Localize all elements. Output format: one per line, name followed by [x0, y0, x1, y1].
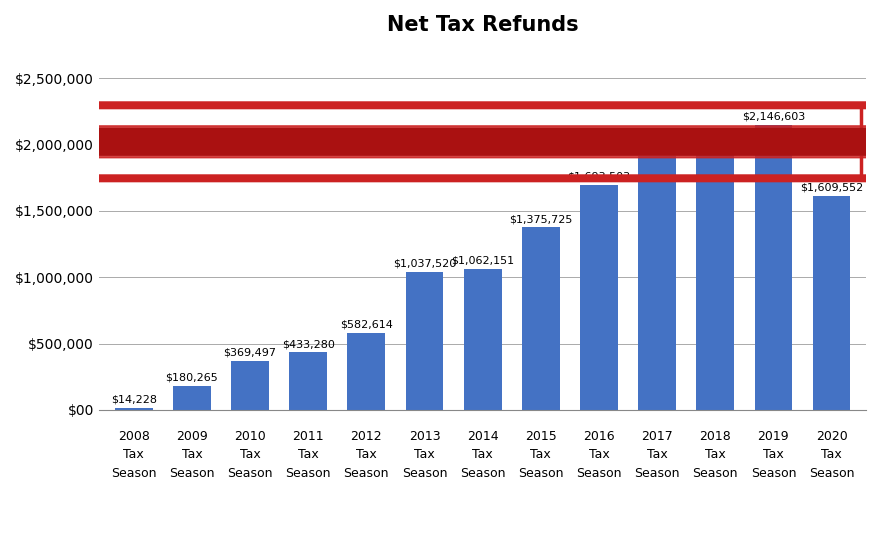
- Text: Tax: Tax: [472, 449, 493, 461]
- Text: $2,146,603: $2,146,603: [742, 112, 805, 121]
- Text: Season: Season: [751, 467, 796, 480]
- Bar: [464, 269, 502, 410]
- Text: 2011: 2011: [293, 430, 324, 443]
- Text: Season: Season: [809, 467, 855, 480]
- Bar: [754, 125, 792, 410]
- Bar: [348, 333, 385, 410]
- Text: Season: Season: [402, 467, 447, 480]
- Text: Season: Season: [286, 467, 331, 480]
- Text: Season: Season: [169, 467, 214, 480]
- Circle shape: [0, 102, 882, 109]
- Text: $1,609,552: $1,609,552: [800, 183, 863, 193]
- Text: 2018: 2018: [699, 430, 731, 443]
- Text: 2015: 2015: [525, 430, 557, 443]
- Text: 2008: 2008: [118, 430, 150, 443]
- Text: Tax: Tax: [415, 449, 435, 461]
- Text: Tax: Tax: [647, 449, 668, 461]
- Text: Season: Season: [344, 467, 389, 480]
- Bar: [580, 185, 618, 410]
- Text: Tax: Tax: [298, 449, 318, 461]
- Text: Tax: Tax: [705, 449, 726, 461]
- Text: $180,265: $180,265: [166, 373, 218, 383]
- Text: Season: Season: [460, 467, 505, 480]
- Bar: [639, 156, 676, 410]
- Text: $1,693,503: $1,693,503: [567, 172, 631, 182]
- Bar: [173, 386, 211, 410]
- Bar: [697, 142, 734, 410]
- Text: Season: Season: [518, 467, 564, 480]
- Text: Tax: Tax: [182, 449, 202, 461]
- Text: $582,614: $582,614: [340, 319, 392, 329]
- Text: 2019: 2019: [758, 430, 789, 443]
- Circle shape: [0, 126, 882, 158]
- Text: 2016: 2016: [583, 430, 615, 443]
- Text: Tax: Tax: [240, 449, 260, 461]
- Text: Season: Season: [634, 467, 680, 480]
- Bar: [231, 361, 269, 410]
- Bar: [115, 408, 153, 410]
- Text: 2012: 2012: [350, 430, 382, 443]
- Text: 2014: 2014: [467, 430, 498, 443]
- Text: Season: Season: [576, 467, 622, 480]
- Text: $1,037,520: $1,037,520: [392, 259, 456, 269]
- Text: Season: Season: [111, 467, 156, 480]
- Bar: [289, 352, 327, 410]
- Text: $369,497: $369,497: [223, 347, 277, 358]
- Bar: [406, 272, 444, 410]
- Text: Tax: Tax: [356, 449, 377, 461]
- Text: 2013: 2013: [408, 430, 440, 443]
- Text: 2009: 2009: [176, 430, 208, 443]
- Text: 2010: 2010: [235, 430, 266, 443]
- Text: $433,280: $433,280: [281, 339, 334, 349]
- Text: 2020: 2020: [816, 430, 848, 443]
- Text: $14,228: $14,228: [111, 395, 157, 405]
- Text: $1,910,378: $1,910,378: [625, 143, 689, 153]
- Text: $1,062,151: $1,062,151: [451, 255, 514, 266]
- Bar: [522, 228, 560, 410]
- Text: Tax: Tax: [763, 449, 784, 461]
- Title: Net Tax Refunds: Net Tax Refunds: [387, 15, 579, 35]
- Bar: [812, 196, 850, 410]
- Text: Tax: Tax: [530, 449, 551, 461]
- Circle shape: [0, 175, 882, 182]
- Circle shape: [0, 129, 882, 155]
- Text: Season: Season: [692, 467, 738, 480]
- Text: Tax: Tax: [123, 449, 144, 461]
- Text: $2,017,803: $2,017,803: [684, 129, 747, 139]
- Text: Tax: Tax: [821, 449, 842, 461]
- Text: 2017: 2017: [641, 430, 673, 443]
- Text: $1,375,725: $1,375,725: [509, 214, 572, 224]
- Text: Tax: Tax: [588, 449, 609, 461]
- Text: Season: Season: [228, 467, 273, 480]
